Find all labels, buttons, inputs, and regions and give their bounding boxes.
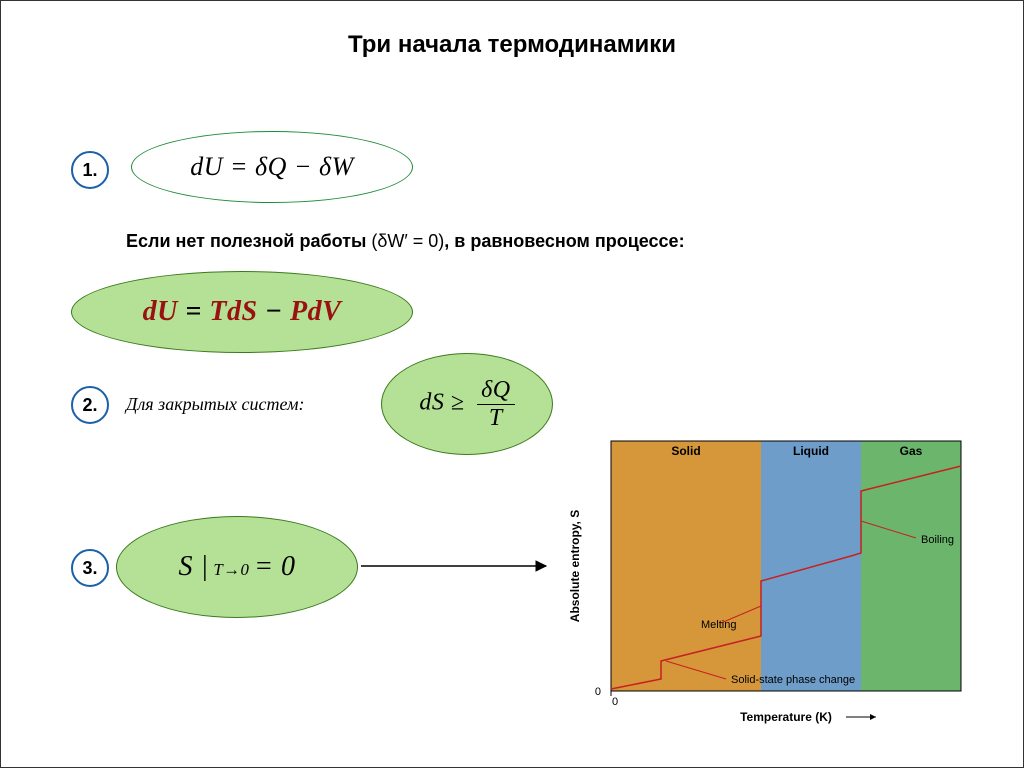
svg-text:Solid: Solid xyxy=(671,444,700,458)
law1-formula-ellipse: dU = δQ − δW xyxy=(131,131,413,203)
subtext-1: Если нет полезной работы (δW′ = 0), в ра… xyxy=(126,231,685,252)
svg-text:Temperature (K): Temperature (K) xyxy=(740,710,832,724)
law3-formula: S | T→0 = 0 xyxy=(178,551,295,583)
law2-formula-ellipse: dS ≥ δQ T xyxy=(381,353,553,455)
law2-number: 2. xyxy=(71,386,109,424)
svg-text:Gas: Gas xyxy=(900,444,923,458)
svg-text:Liquid: Liquid xyxy=(793,444,829,458)
law2-subtitle: Для закрытых систем: xyxy=(126,394,304,415)
entropy-chart: Solid Liquid Gas Solid-state phase change Me… xyxy=(561,431,981,731)
eq-du: dU = TdS − PdV xyxy=(143,296,342,328)
slide-title: Три начала термодинамики xyxy=(1,31,1023,59)
eq-du-ellipse: dU = TdS − PdV xyxy=(71,271,413,353)
law2-formula: dS ≥ δQ T xyxy=(419,377,514,431)
svg-text:Absolute entropy, S: Absolute entropy, S xyxy=(568,510,582,622)
arrow-to-chart xyxy=(361,556,561,576)
law3-formula-ellipse: S | T→0 = 0 xyxy=(116,516,358,618)
svg-text:0: 0 xyxy=(612,696,618,708)
svg-text:Solid-state phase change: Solid-state phase change xyxy=(731,674,855,686)
law3-number: 3. xyxy=(71,549,109,587)
svg-text:Boiling: Boiling xyxy=(921,534,954,546)
law1-number: 1. xyxy=(71,151,109,189)
law1-formula: dU = δQ − δW xyxy=(190,152,354,182)
svg-text:Melting: Melting xyxy=(701,619,736,631)
svg-text:0: 0 xyxy=(595,686,601,698)
